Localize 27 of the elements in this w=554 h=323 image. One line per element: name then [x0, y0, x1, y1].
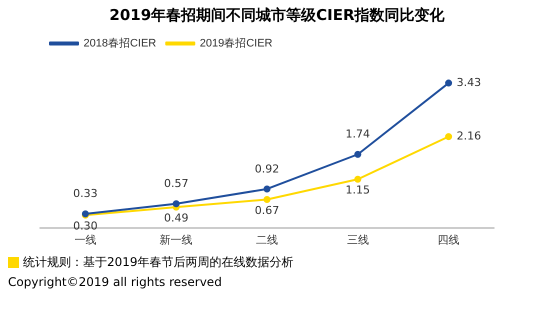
text: 统计规则：基于2019年春节后两周的在线数据分析: [23, 254, 294, 271]
legend-label: 2018春招CIER: [84, 38, 156, 50]
data-label: 0.30: [73, 220, 98, 232]
point: [354, 176, 362, 183]
x-tick-label: 三线: [346, 233, 369, 246]
data-label: 3.43: [456, 76, 482, 89]
point: [354, 150, 362, 158]
data-label: 0.92: [254, 162, 280, 176]
x-tick-label: 二线: [256, 233, 278, 246]
point: [264, 185, 270, 192]
x-tick-label: 新一线: [160, 233, 193, 246]
point: [445, 133, 452, 140]
data-label: 0.33: [73, 187, 98, 200]
data-label: 2.16: [456, 130, 482, 143]
point: [264, 196, 270, 204]
point: [172, 200, 180, 208]
data-label: 0.67: [254, 204, 280, 217]
text: Copyright©2019 all rights reserved: [8, 274, 222, 288]
point: [445, 80, 452, 87]
legend-label: 2019春招CIER: [200, 38, 273, 50]
x-tick-label: 一线: [74, 233, 96, 246]
data-label: 0.57: [164, 177, 188, 190]
x-tick-label: 四线: [438, 233, 460, 246]
data-label: 1.15: [346, 184, 370, 197]
data-label: 0.49: [164, 211, 188, 224]
data-label: 1.74: [346, 128, 370, 141]
chart-title: 2019年春招期间不同城市等级CIER指数同比变化: [108, 6, 446, 26]
